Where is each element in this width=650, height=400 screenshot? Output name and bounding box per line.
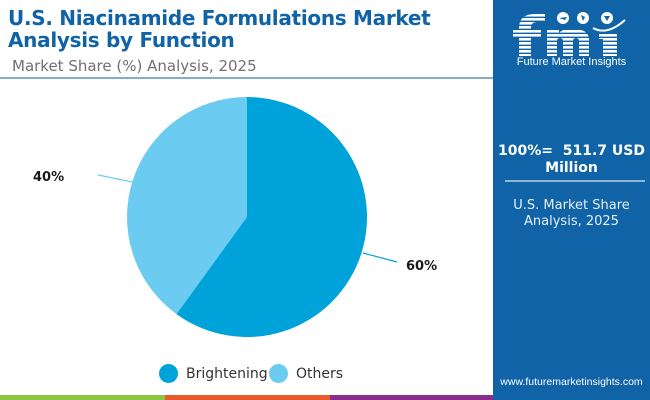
legend-swatch-others-icon: [269, 364, 288, 383]
website-link[interactable]: www.futuremarketinsights.com: [500, 376, 643, 388]
panel-divider: [505, 180, 645, 182]
pie-chart-area: [0, 80, 493, 350]
panel-desc-line1: U.S. Market Share: [513, 198, 630, 213]
legend-swatch-brightening-icon: [159, 364, 178, 383]
pie-slice-others[interactable]: [127, 97, 247, 315]
side-panel: Future Market Insights 100%= 511.7 USD M…: [493, 0, 650, 400]
legend-item-brightening[interactable]: Brightening: [159, 364, 268, 383]
title-divider: [0, 77, 493, 79]
brightening-percent-label: 60%: [406, 259, 438, 274]
footer-bar-green: [0, 395, 165, 400]
logo-caption: Future Market Insights: [516, 56, 627, 68]
chart-title: U.S. Niacinamide Formulations Market Ana…: [8, 6, 431, 52]
fmi-logo-icon: [513, 12, 626, 56]
market-total-line2: Million: [545, 160, 598, 176]
chart-subtitle: Market Share (%) Analysis, 2025: [12, 57, 257, 75]
chart-legend: Brightening Others: [0, 364, 493, 384]
leader-line-brightening: [362, 252, 398, 263]
footer-bar-orange: [165, 395, 330, 400]
pie-slice-brightening[interactable]: [176, 96, 368, 337]
legend-item-others[interactable]: Others: [269, 364, 343, 383]
panel-description: U.S. Market Share Analysis, 2025: [493, 198, 650, 230]
market-total-line1: 100%= 511.7 USD: [498, 143, 645, 159]
panel-desc-line2: Analysis, 2025: [524, 214, 619, 229]
leader-line-others: [97, 174, 138, 184]
others-percent-label: 40%: [33, 170, 65, 185]
legend-label-brightening: Brightening: [186, 365, 268, 382]
legend-label-others: Others: [296, 365, 344, 382]
market-total-value: 100%= 511.7 USD Million: [493, 143, 650, 177]
pie-chart: [97, 96, 398, 337]
footer-bar-purple: [330, 395, 493, 400]
